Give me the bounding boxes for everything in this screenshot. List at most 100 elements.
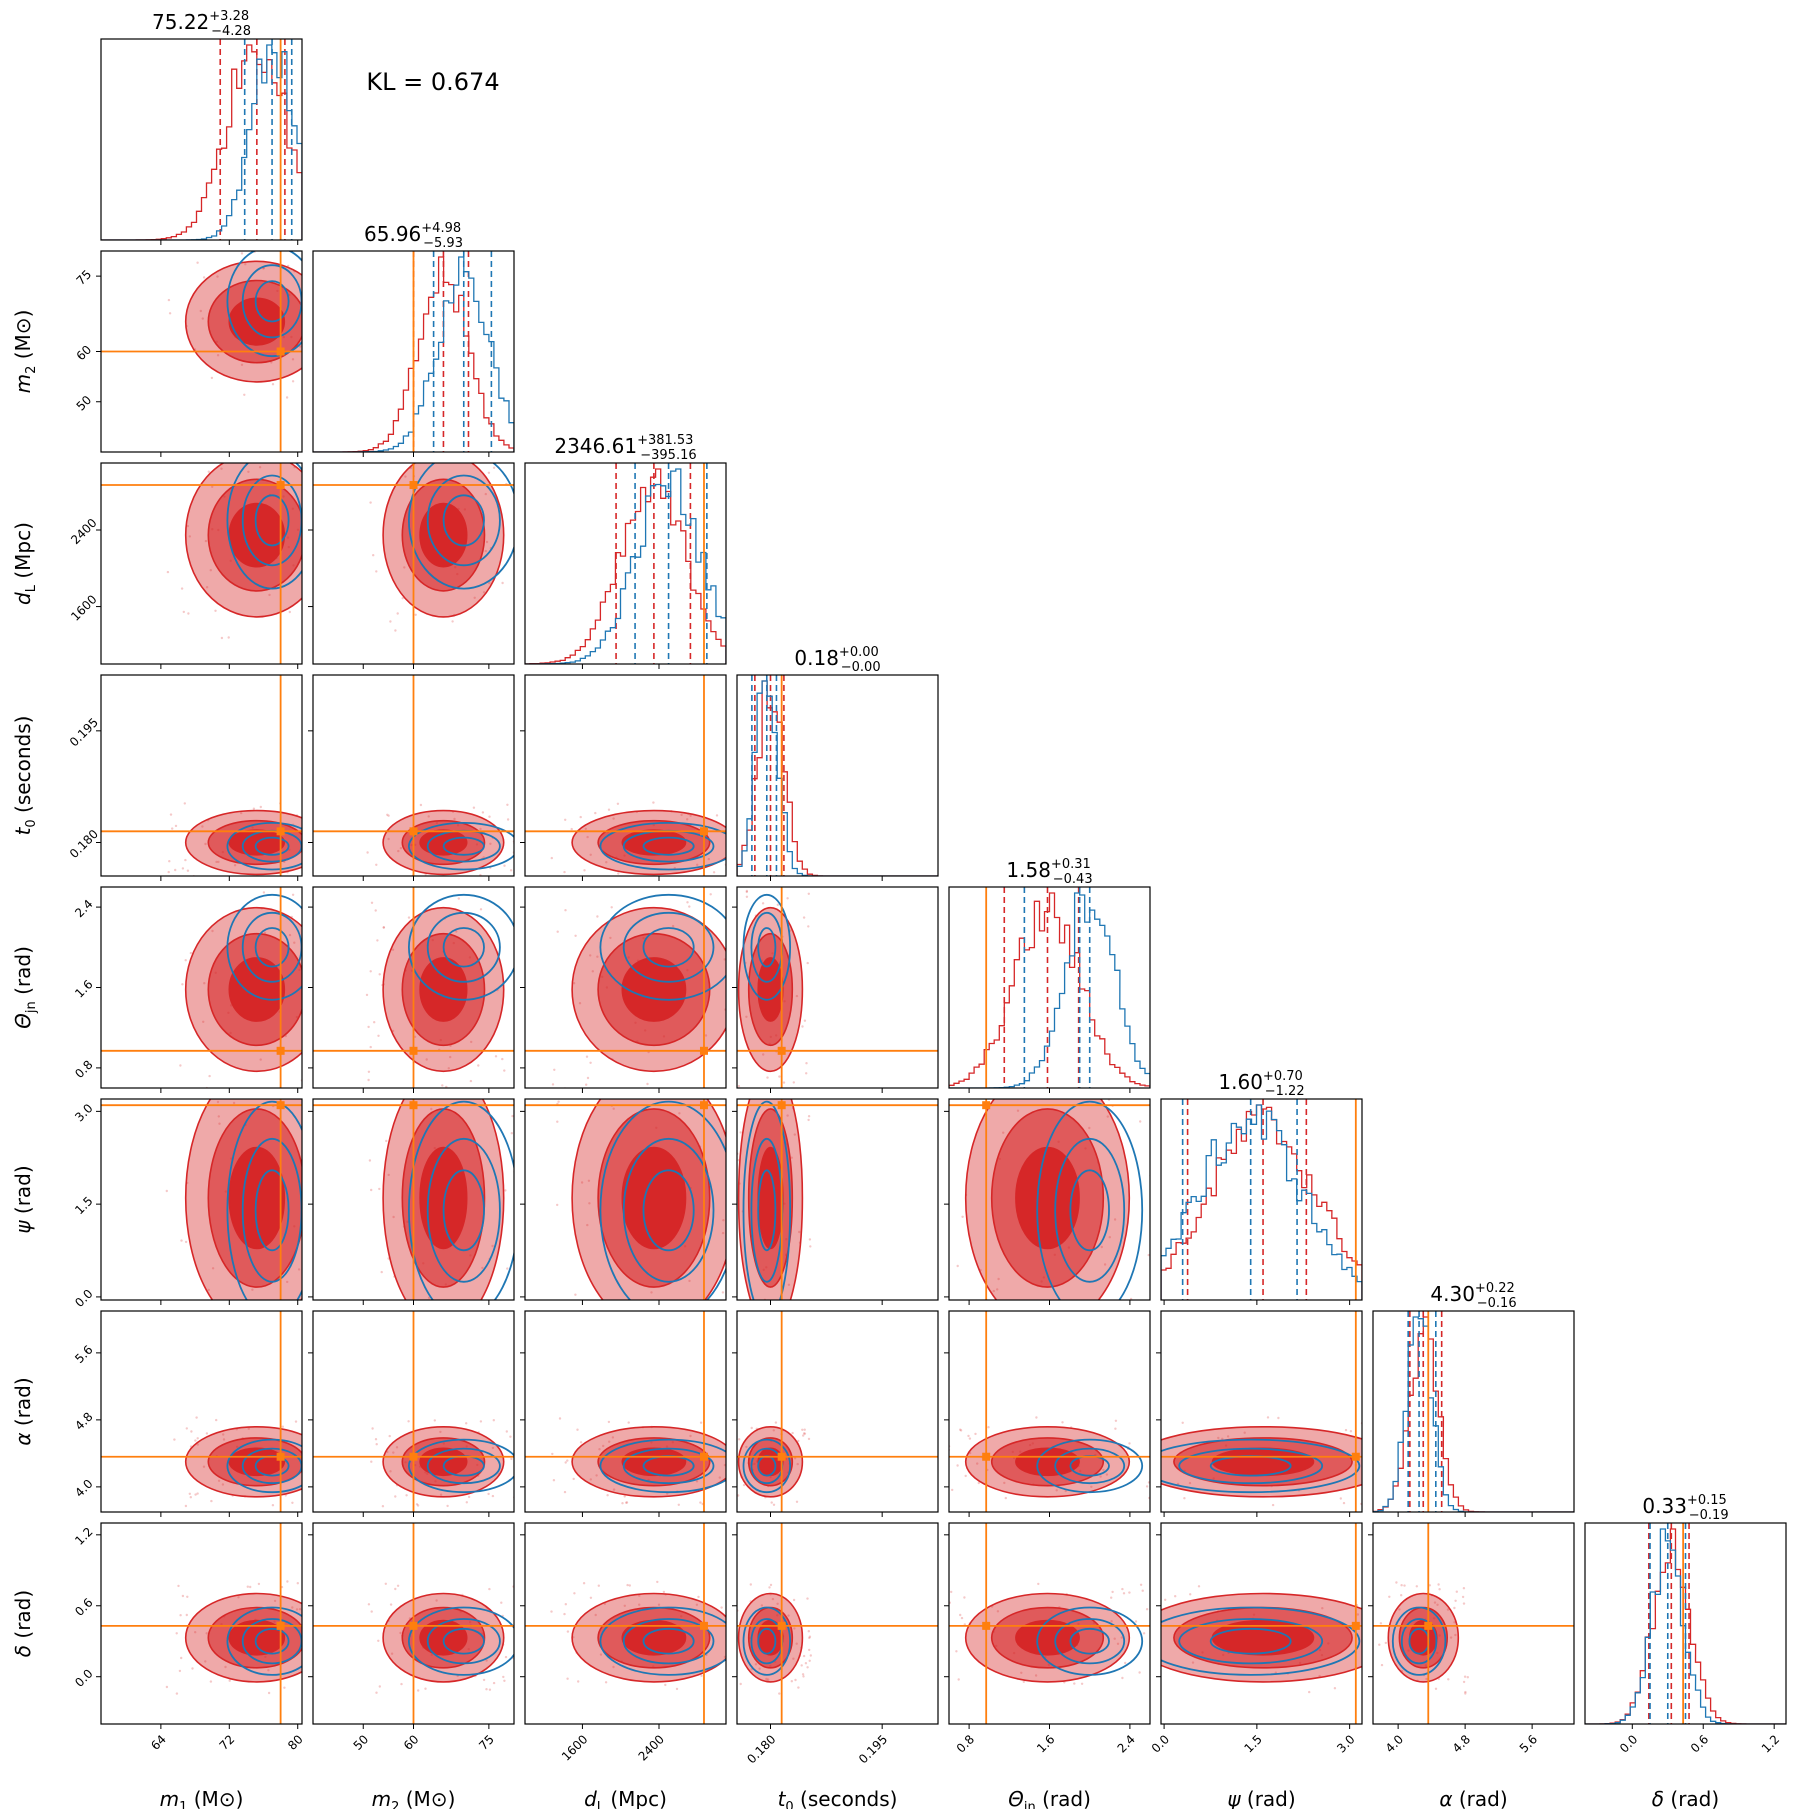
panel-t0-alpha xyxy=(731,1311,938,1512)
scatter-point xyxy=(365,993,369,997)
scatter-point xyxy=(1147,1253,1150,1257)
scatter-point xyxy=(414,613,417,616)
scatter-point xyxy=(1400,1594,1403,1597)
scatter-point xyxy=(795,994,799,998)
scatter-point xyxy=(797,1686,800,1689)
scatter-point xyxy=(304,632,306,634)
scatter-point xyxy=(752,1692,754,1694)
scatter-point xyxy=(197,1322,199,1324)
x-tick-label: 0.195 xyxy=(856,1732,890,1766)
scatter-point xyxy=(805,1062,808,1065)
scatter-point xyxy=(367,1070,371,1074)
scatter-point xyxy=(324,941,326,943)
contour-b-level-1 xyxy=(226,893,302,1001)
scatter-point xyxy=(394,1587,397,1591)
scatter-point xyxy=(804,1662,808,1665)
scatter-point xyxy=(500,1601,503,1604)
scatter-point xyxy=(1463,1675,1467,1678)
scatter-point xyxy=(314,1417,316,1419)
contour-a-level-3 xyxy=(757,1447,784,1477)
scatter-point xyxy=(731,967,733,969)
panel-t0-psi xyxy=(737,1099,938,1300)
scatter-point xyxy=(509,1435,512,1438)
scatter-point xyxy=(271,435,273,437)
x-tick-label: 0.0 xyxy=(1617,1732,1640,1755)
contour-b-level-2 xyxy=(426,1618,501,1665)
scatter-point xyxy=(285,396,289,399)
scatter-point xyxy=(1447,1678,1450,1681)
scatter-point xyxy=(305,490,307,492)
scatter-point xyxy=(576,1428,579,1431)
scatter-point xyxy=(610,906,613,909)
x-tick-label: 3.0 xyxy=(1334,1732,1357,1755)
scatter-point xyxy=(369,501,372,504)
scatter-point xyxy=(761,902,765,905)
scatter-point xyxy=(304,1504,306,1506)
scatter-point xyxy=(330,1588,332,1590)
y-axis-label-alpha: α (rad) xyxy=(11,1377,35,1445)
scatter-point xyxy=(766,1076,769,1079)
scatter-point xyxy=(204,539,208,543)
scatter-point xyxy=(741,881,743,883)
scatter-point xyxy=(487,1492,490,1496)
scatter-point xyxy=(1035,1416,1038,1419)
scatter-point xyxy=(336,1047,338,1049)
scatter-point xyxy=(1100,1245,1104,1249)
panel-dL-alpha xyxy=(525,1311,726,1512)
scatter-point xyxy=(257,1582,261,1586)
scatter-point xyxy=(1116,1642,1120,1646)
scatter-point xyxy=(397,849,400,853)
y-tick-label: 1.5 xyxy=(72,1194,95,1217)
contour-a-level-3 xyxy=(419,1447,468,1477)
contour-b-level-2 xyxy=(426,1137,501,1283)
scatter-point xyxy=(974,1432,977,1436)
scatter-point xyxy=(390,1075,392,1077)
scatter-point xyxy=(686,818,689,821)
scatter-point xyxy=(808,1648,811,1652)
scatter-point xyxy=(566,1677,569,1680)
x-tick-label: 0.6 xyxy=(1688,1732,1711,1755)
contour-a-level-3 xyxy=(621,1447,687,1477)
scatter-point xyxy=(1395,1581,1398,1584)
axes-frame xyxy=(524,462,727,665)
scatter-point xyxy=(627,1421,630,1424)
truth-marker xyxy=(1424,1621,1433,1630)
scatter-point xyxy=(594,811,597,815)
y-tick-label: 0.195 xyxy=(67,715,101,749)
contour-b-level-2 xyxy=(1178,1618,1324,1665)
scatter-point xyxy=(315,1159,317,1161)
y-tick-label: 1.6 xyxy=(72,977,95,1000)
scatter-point xyxy=(215,860,218,864)
scatter-point xyxy=(731,1427,733,1429)
scatter-point xyxy=(1462,1602,1466,1605)
scatter-point xyxy=(1403,1584,1406,1587)
axes-frame xyxy=(1372,1310,1575,1513)
x-tick-label: 4.0 xyxy=(1383,1732,1406,1755)
scatter-point xyxy=(315,1676,317,1678)
scatter-point xyxy=(696,863,699,866)
scatter-point xyxy=(976,1462,979,1465)
scatter-point xyxy=(506,1096,508,1098)
scatter-point xyxy=(791,1431,794,1435)
scatter-point xyxy=(807,1437,811,1441)
scatter-point xyxy=(370,1460,373,1463)
scatter-point xyxy=(1217,1436,1220,1440)
scatter-point xyxy=(1080,1682,1084,1686)
scatter-point xyxy=(770,1501,773,1504)
axes-frame xyxy=(736,1522,939,1725)
scatter-point xyxy=(166,570,170,574)
scatter-point xyxy=(401,597,404,600)
scatter-point xyxy=(570,827,573,831)
contour-b-level-1 xyxy=(408,1606,514,1676)
scatter-point xyxy=(604,1681,608,1684)
scatter-point xyxy=(1147,1361,1149,1363)
scatter-point xyxy=(168,860,171,863)
scatter-point xyxy=(341,827,343,829)
scatter-point xyxy=(488,581,491,585)
scatter-point xyxy=(484,492,487,496)
scatter-point xyxy=(333,1081,335,1083)
histogram-b-theta xyxy=(949,892,1150,1088)
scatter-point xyxy=(558,1417,562,1420)
scatter-point xyxy=(186,524,189,528)
scatter-point xyxy=(211,485,214,488)
